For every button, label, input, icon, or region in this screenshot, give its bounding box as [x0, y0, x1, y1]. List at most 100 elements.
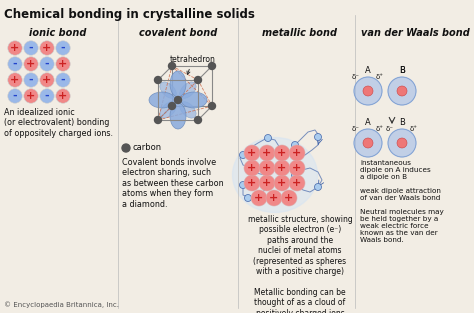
Circle shape: [56, 57, 70, 71]
Text: +: +: [263, 148, 272, 158]
Circle shape: [245, 194, 252, 202]
Text: +: +: [10, 43, 19, 53]
Ellipse shape: [170, 71, 186, 97]
Text: +: +: [277, 178, 287, 188]
Text: Chemical bonding in crystalline solids: Chemical bonding in crystalline solids: [4, 8, 255, 21]
Text: ionic bond: ionic bond: [29, 28, 87, 38]
Text: +: +: [42, 75, 52, 85]
Text: van der Waals bond: van der Waals bond: [361, 28, 469, 38]
Circle shape: [56, 73, 70, 87]
Ellipse shape: [160, 102, 176, 118]
Circle shape: [244, 160, 260, 176]
Circle shape: [239, 151, 246, 158]
Text: +: +: [247, 178, 256, 188]
Circle shape: [289, 175, 305, 191]
Circle shape: [168, 63, 175, 69]
Circle shape: [274, 160, 290, 176]
Text: δ⁺: δ⁺: [376, 74, 384, 80]
Text: An idealized ionic
(or electrovalent) bonding
of oppositely charged ions.: An idealized ionic (or electrovalent) bo…: [4, 108, 113, 138]
Text: -: -: [61, 75, 65, 85]
Circle shape: [244, 175, 260, 191]
Circle shape: [259, 160, 275, 176]
Circle shape: [315, 134, 321, 141]
Circle shape: [8, 89, 22, 103]
Text: +: +: [277, 163, 287, 173]
Text: δ⁻: δ⁻: [352, 126, 360, 132]
Text: instantaneous
dipole on A induces
a dipole on B

weak dipole attraction
of van d: instantaneous dipole on A induces a dipo…: [360, 160, 444, 243]
Circle shape: [251, 190, 267, 206]
Circle shape: [292, 141, 299, 148]
Circle shape: [122, 144, 130, 152]
Ellipse shape: [181, 92, 207, 108]
Text: +: +: [263, 178, 272, 188]
Circle shape: [56, 41, 70, 55]
Text: A: A: [365, 66, 371, 75]
Circle shape: [292, 172, 299, 178]
Text: -: -: [29, 75, 33, 85]
Circle shape: [363, 86, 373, 96]
Circle shape: [354, 77, 382, 105]
Ellipse shape: [233, 137, 318, 213]
Circle shape: [40, 89, 54, 103]
Text: carbon: carbon: [133, 143, 162, 152]
Text: +: +: [247, 148, 256, 158]
Circle shape: [244, 145, 260, 161]
Circle shape: [397, 86, 407, 96]
Circle shape: [155, 76, 162, 84]
Text: +: +: [27, 59, 36, 69]
Circle shape: [24, 41, 38, 55]
Text: +: +: [255, 193, 264, 203]
Circle shape: [281, 190, 297, 206]
Text: δ⁺: δ⁺: [376, 126, 384, 132]
Text: -: -: [45, 59, 49, 69]
Circle shape: [397, 138, 407, 148]
Circle shape: [40, 57, 54, 71]
Text: -: -: [45, 91, 49, 101]
Circle shape: [24, 73, 38, 87]
Circle shape: [289, 160, 305, 176]
Ellipse shape: [160, 82, 176, 98]
Circle shape: [168, 102, 175, 110]
Text: δ⁻: δ⁻: [352, 74, 360, 80]
Text: +: +: [27, 91, 36, 101]
Text: +: +: [292, 163, 301, 173]
Circle shape: [259, 175, 275, 191]
Text: -: -: [29, 43, 33, 53]
Circle shape: [388, 129, 416, 157]
Ellipse shape: [180, 82, 196, 98]
Circle shape: [363, 138, 373, 148]
Circle shape: [274, 145, 290, 161]
Circle shape: [194, 116, 201, 124]
Text: metallic structure, showing
possible electron (e⁻)
paths around the
nuclei of me: metallic structure, showing possible ele…: [247, 215, 352, 313]
Circle shape: [8, 57, 22, 71]
Text: +: +: [269, 193, 279, 203]
Circle shape: [40, 73, 54, 87]
Text: © Encyclopaedia Britannica, Inc.: © Encyclopaedia Britannica, Inc.: [4, 301, 119, 308]
Ellipse shape: [180, 102, 196, 118]
Circle shape: [40, 41, 54, 55]
Text: A: A: [365, 118, 371, 127]
Circle shape: [315, 183, 321, 191]
Circle shape: [259, 145, 275, 161]
Text: B: B: [399, 66, 405, 75]
Text: +: +: [58, 59, 68, 69]
Text: Covalent bonds involve
electron sharing, such
as between these carbon
atoms when: Covalent bonds involve electron sharing,…: [122, 158, 224, 208]
Circle shape: [24, 89, 38, 103]
Ellipse shape: [170, 103, 186, 129]
Circle shape: [8, 73, 22, 87]
Text: tetrahedron: tetrahedron: [170, 55, 216, 74]
Circle shape: [239, 182, 246, 188]
Text: B: B: [399, 118, 405, 127]
Circle shape: [56, 89, 70, 103]
Ellipse shape: [149, 92, 175, 108]
Circle shape: [209, 102, 216, 110]
Circle shape: [354, 129, 382, 157]
Text: +: +: [263, 163, 272, 173]
Text: +: +: [292, 148, 301, 158]
Circle shape: [194, 76, 201, 84]
Text: +: +: [42, 43, 52, 53]
Text: +: +: [292, 178, 301, 188]
Circle shape: [8, 41, 22, 55]
Text: +: +: [10, 75, 19, 85]
Text: +: +: [277, 148, 287, 158]
